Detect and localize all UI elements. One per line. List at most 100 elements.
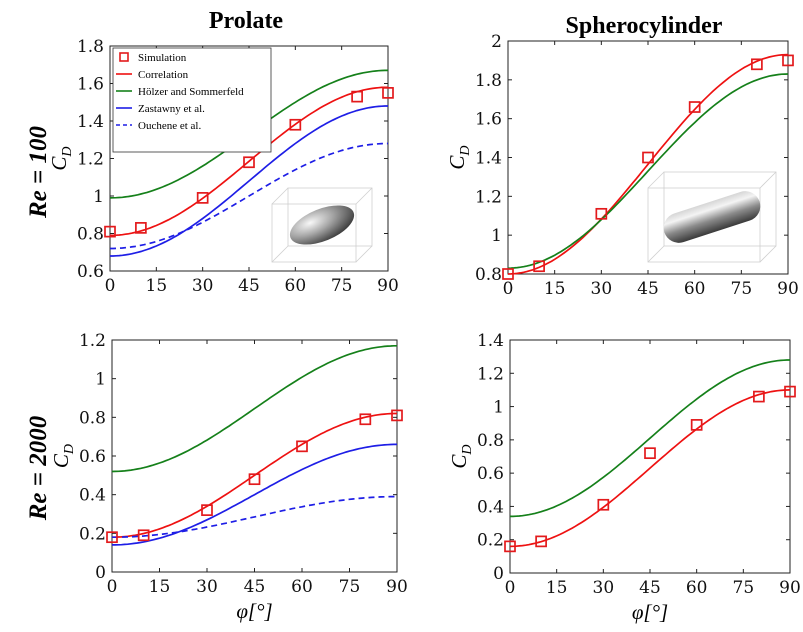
- x-tick-label: 75: [331, 276, 353, 296]
- y-tick-label: 0.8: [79, 408, 106, 428]
- column-title-spherocylinder: Spherocylinder: [566, 13, 723, 39]
- x-tick-label: 45: [244, 577, 266, 597]
- series-line-2: [510, 359, 790, 518]
- simulation-point: [644, 447, 656, 460]
- y-tick-label: 1.2: [77, 150, 104, 170]
- x-tick-label: 0: [107, 577, 118, 597]
- simulation-point: [533, 260, 545, 273]
- y-tick-label: 1.6: [77, 75, 104, 95]
- simulation-point: [502, 268, 514, 280]
- simulation-point: [382, 87, 394, 99]
- simulation-point: [351, 90, 363, 103]
- x-tick-label: 30: [593, 578, 615, 598]
- legend-label-holzer: Hölzer and Sommerfeld: [138, 86, 244, 98]
- simulation-point: [196, 192, 209, 204]
- legend-label-ouchene: Ouchene et al.: [138, 120, 201, 132]
- y-tick-label: 1.4: [475, 149, 502, 169]
- simulation-point: [201, 504, 213, 516]
- x-tick-label: 30: [196, 577, 218, 597]
- x-tick-label: 60: [686, 578, 708, 598]
- y-tick-label: 1.2: [477, 364, 504, 384]
- y-tick-label: 0.8: [77, 225, 104, 245]
- simulation-point: [296, 440, 308, 453]
- legend-label-correlation: Correlation: [138, 69, 189, 81]
- simulation-point: [504, 540, 516, 553]
- simulation-point: [597, 498, 610, 511]
- x-tick-label: 60: [684, 279, 706, 299]
- row-label-re2000: Re = 2000: [25, 415, 52, 521]
- simulation-point: [359, 413, 372, 426]
- simulation-point: [391, 409, 403, 422]
- x-tick-label: 45: [639, 578, 661, 598]
- panel-spherocylinder-re100: 0 15 30 45 60 75 90 0.8 1 1.2 1.4 1.6 1.8 2 CD: [445, 32, 799, 299]
- series-line-1: [112, 412, 397, 539]
- y-axis-label: CD: [49, 444, 77, 468]
- y-axis-label: CD: [47, 146, 75, 170]
- series-line-1: [109, 86, 388, 237]
- x-axis-label: φ[°]: [236, 599, 272, 623]
- y-tick-label: 1.2: [475, 187, 502, 207]
- y-tick-label: 0.8: [475, 265, 502, 285]
- series-line-3: [112, 443, 397, 546]
- y-tick-label: 1.4: [77, 112, 104, 132]
- series-line-1: [509, 389, 791, 548]
- panel-spherocylinder-re2000: 0 15 30 45 60 75 90 0 0.2 0.4 0.6 0.8 1 1.2 1.4 CD φ[°]: [447, 331, 801, 624]
- series-line-1: [507, 53, 789, 275]
- simulation-point: [642, 151, 654, 164]
- simulation-point: [104, 225, 116, 238]
- simulation-point: [289, 118, 302, 131]
- legend: Simulation Correlation Hölzer and Sommer…: [112, 47, 272, 153]
- x-tick-label: 45: [238, 276, 260, 296]
- simulation-point: [248, 473, 261, 486]
- y-tick-label: 0.6: [79, 447, 106, 467]
- y-tick-label: 0.6: [477, 464, 504, 484]
- x-tick-label: 15: [149, 577, 171, 597]
- simulation-point: [106, 531, 118, 544]
- axes-frame: [111, 339, 398, 573]
- x-tick-label: 60: [291, 577, 313, 597]
- series-line-4: [110, 142, 388, 250]
- x-axis-label: φ[°]: [632, 600, 668, 624]
- series-line-3: [110, 105, 388, 257]
- x-tick-label: 15: [546, 578, 568, 598]
- simulation-point: [535, 535, 547, 548]
- y-tick-label: 1.6: [475, 110, 502, 130]
- y-tick-label: 0: [493, 564, 504, 584]
- simulation-point: [782, 54, 794, 67]
- x-tick-label: 0: [505, 578, 516, 598]
- y-tick-label: 0.4: [477, 497, 504, 517]
- y-tick-label: 0.4: [79, 486, 106, 506]
- spherocylinder-shape-inset: [647, 171, 777, 263]
- y-tick-label: 1: [93, 187, 104, 207]
- x-tick-label: 75: [339, 577, 361, 597]
- y-tick-label: 0: [95, 563, 106, 583]
- panel-prolate-re2000: 0 15 30 45 60 75 90 0 0.2 0.4 0.6 0.8 1 1.2 CD φ[°]: [49, 331, 408, 623]
- x-tick-label: 30: [192, 276, 214, 296]
- simulation-point: [751, 58, 763, 71]
- panel-prolate-re100: 0 15 30 45 60 75 90 0.6 0.8 1 1.2 1.4 1.6 1.8 CD: [47, 37, 399, 296]
- y-tick-label: 0.2: [79, 524, 106, 544]
- legend-marker-simulation: [119, 52, 129, 62]
- y-tick-label: 1: [493, 398, 504, 418]
- series-line-2: [111, 344, 397, 473]
- simulation-point: [690, 419, 703, 431]
- series-line-2: [507, 73, 789, 270]
- x-tick-label: 30: [591, 279, 613, 299]
- x-tick-label: 75: [731, 279, 753, 299]
- x-tick-label: 15: [544, 279, 566, 299]
- simulation-point: [688, 101, 701, 113]
- x-tick-label: 90: [377, 276, 399, 296]
- y-axis-label: CD: [447, 444, 475, 468]
- y-tick-label: 2: [491, 32, 502, 52]
- y-tick-label: 0.6: [77, 262, 104, 282]
- prolate-shape-inset: [271, 187, 373, 263]
- simulation-point: [135, 222, 147, 234]
- y-tick-label: 1.8: [77, 37, 104, 57]
- simulation-point: [243, 156, 255, 169]
- x-tick-label: 90: [779, 578, 801, 598]
- y-axis-label: CD: [445, 145, 473, 169]
- legend-box: [112, 47, 272, 153]
- y-tick-label: 0.8: [477, 431, 504, 451]
- y-tick-label: 1: [95, 370, 106, 390]
